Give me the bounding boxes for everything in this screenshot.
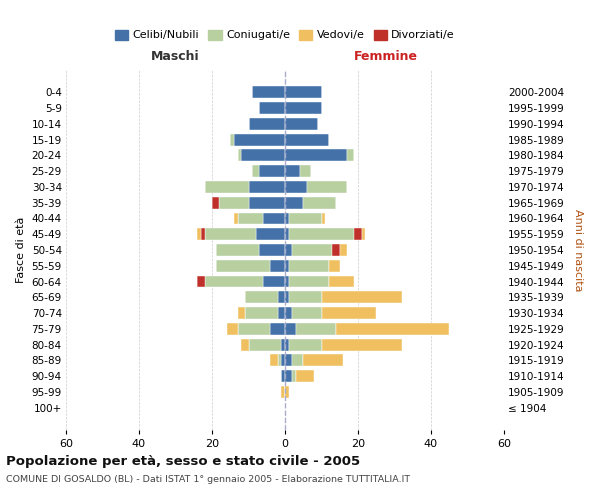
Bar — [234, 212, 238, 224]
Bar — [289, 276, 329, 287]
Bar — [215, 260, 271, 272]
Bar — [234, 134, 285, 145]
Bar — [285, 260, 289, 272]
Bar — [322, 292, 402, 303]
Bar — [296, 370, 314, 382]
Text: Popolazione per età, sesso e stato civile - 2005: Popolazione per età, sesso e stato civil… — [6, 455, 360, 468]
Bar — [248, 118, 285, 130]
Bar — [259, 165, 285, 177]
Bar — [248, 338, 281, 350]
Bar — [285, 165, 299, 177]
Bar — [285, 150, 347, 162]
Bar — [289, 292, 322, 303]
Bar — [238, 307, 245, 319]
Bar — [289, 228, 355, 240]
Text: Maschi: Maschi — [151, 50, 200, 63]
Bar — [285, 197, 303, 208]
Bar — [227, 323, 238, 335]
Bar — [238, 150, 241, 162]
Bar — [248, 181, 285, 193]
Bar — [289, 338, 322, 350]
Bar — [336, 323, 449, 335]
Bar — [285, 370, 292, 382]
Bar — [285, 86, 322, 98]
Bar — [322, 338, 402, 350]
Bar — [289, 212, 322, 224]
Bar — [307, 181, 347, 193]
Bar — [281, 338, 285, 350]
Bar — [241, 338, 248, 350]
Bar — [241, 150, 285, 162]
Bar — [197, 276, 205, 287]
Bar — [263, 212, 285, 224]
Bar — [201, 228, 205, 240]
Bar — [281, 354, 285, 366]
Bar — [285, 228, 289, 240]
Bar — [252, 165, 259, 177]
Bar — [215, 244, 259, 256]
Bar — [289, 260, 329, 272]
Bar — [248, 197, 285, 208]
Bar — [256, 228, 285, 240]
Bar — [285, 118, 318, 130]
Bar — [285, 323, 296, 335]
Y-axis label: Fasce di età: Fasce di età — [16, 217, 26, 283]
Bar — [252, 86, 285, 98]
Bar — [197, 228, 201, 240]
Bar — [278, 354, 281, 366]
Bar — [238, 212, 263, 224]
Bar — [271, 354, 278, 366]
Bar — [347, 150, 355, 162]
Bar — [285, 354, 292, 366]
Bar — [296, 323, 336, 335]
Bar — [205, 276, 263, 287]
Bar — [285, 292, 289, 303]
Bar — [292, 370, 296, 382]
Bar — [278, 292, 285, 303]
Bar — [292, 244, 332, 256]
Bar — [329, 260, 340, 272]
Bar — [285, 102, 322, 114]
Bar — [299, 165, 311, 177]
Bar — [220, 197, 248, 208]
Bar — [332, 244, 340, 256]
Bar — [238, 323, 271, 335]
Bar — [285, 307, 292, 319]
Bar — [281, 386, 285, 398]
Bar — [362, 228, 365, 240]
Bar — [230, 134, 234, 145]
Bar — [340, 244, 347, 256]
Bar — [285, 181, 307, 193]
Bar — [281, 370, 285, 382]
Bar — [259, 102, 285, 114]
Bar — [355, 228, 362, 240]
Bar — [245, 307, 278, 319]
Bar — [205, 228, 256, 240]
Bar — [322, 307, 376, 319]
Bar — [303, 354, 343, 366]
Bar — [212, 197, 220, 208]
Bar — [205, 181, 248, 193]
Bar — [271, 323, 285, 335]
Bar — [329, 276, 355, 287]
Bar — [292, 354, 303, 366]
Bar — [285, 276, 289, 287]
Bar — [285, 244, 292, 256]
Bar — [271, 260, 285, 272]
Bar — [263, 276, 285, 287]
Text: COMUNE DI GOSALDO (BL) - Dati ISTAT 1° gennaio 2005 - Elaborazione TUTTITALIA.IT: COMUNE DI GOSALDO (BL) - Dati ISTAT 1° g… — [6, 475, 410, 484]
Legend: Celibi/Nubili, Coniugati/e, Vedovi/e, Divorziati/e: Celibi/Nubili, Coniugati/e, Vedovi/e, Di… — [110, 25, 460, 45]
Bar — [285, 212, 289, 224]
Text: Femmine: Femmine — [354, 50, 418, 63]
Bar — [285, 338, 289, 350]
Bar — [278, 307, 285, 319]
Bar — [303, 197, 336, 208]
Bar — [322, 212, 325, 224]
Bar — [259, 244, 285, 256]
Bar — [285, 386, 289, 398]
Bar — [245, 292, 278, 303]
Y-axis label: Anni di nascita: Anni di nascita — [573, 209, 583, 291]
Bar — [292, 307, 322, 319]
Bar — [285, 134, 329, 145]
